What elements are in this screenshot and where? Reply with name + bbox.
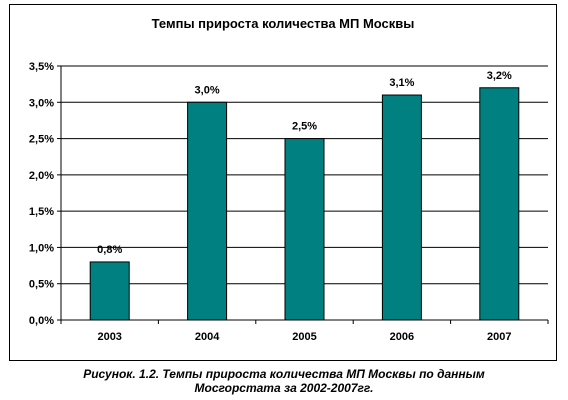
y-tick-label: 2,5% bbox=[29, 134, 54, 146]
x-tick-label: 2004 bbox=[195, 331, 220, 343]
data-label: 2,5% bbox=[292, 121, 317, 133]
labels: 0,0% 0,5% 1,0% 1,5% 2,0% 2,5% 3,0% 3,5% 0,8% 2003… bbox=[29, 61, 512, 343]
chart-title: Темпы прироста количества МП Москвы bbox=[152, 16, 415, 31]
axes bbox=[57, 65, 549, 324]
y-tick-label: 3,5% bbox=[29, 61, 54, 73]
x-tick-label: 2005 bbox=[292, 331, 316, 343]
y-tick-label: 1,5% bbox=[29, 206, 54, 218]
x-tick-label: 2003 bbox=[97, 331, 121, 343]
bar bbox=[381, 94, 422, 321]
data-label: 3,0% bbox=[195, 84, 220, 96]
figure-caption-line1: Рисунок. 1.2. Темпы прироста количества … bbox=[83, 367, 485, 381]
y-tick-label: 0,0% bbox=[29, 315, 54, 327]
y-tick-label: 2,0% bbox=[29, 170, 54, 182]
bar bbox=[479, 87, 520, 321]
data-label: 3,1% bbox=[389, 77, 414, 89]
figure-caption-line2: Мосгорстата за 2002-2007гг. bbox=[194, 381, 374, 395]
bar bbox=[284, 138, 325, 321]
x-tick-label: 2006 bbox=[390, 331, 414, 343]
y-tick-label: 0,5% bbox=[29, 279, 54, 291]
bars bbox=[89, 87, 520, 321]
x-tick-label: 2007 bbox=[487, 331, 511, 343]
data-label: 0,8% bbox=[97, 244, 122, 256]
y-tick-label: 1,0% bbox=[29, 242, 54, 254]
bar bbox=[187, 101, 228, 321]
bar bbox=[89, 261, 130, 321]
y-tick-label: 3,0% bbox=[29, 97, 54, 109]
data-label: 3,2% bbox=[487, 70, 512, 82]
